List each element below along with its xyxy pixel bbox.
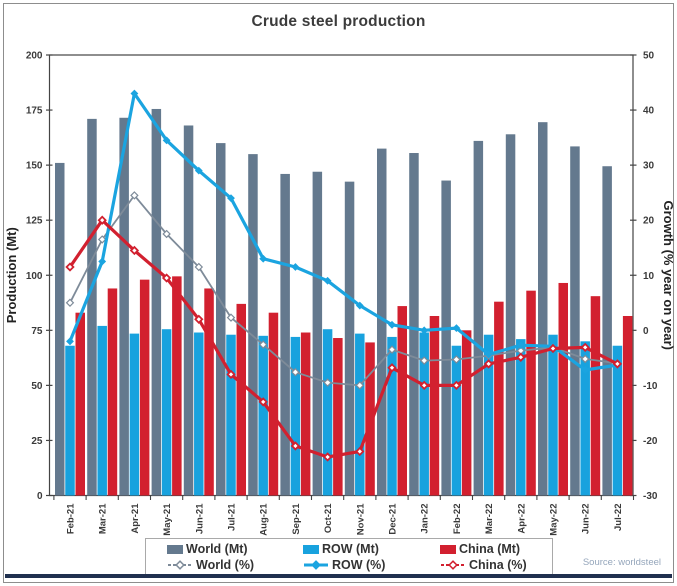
bars-row-mt- bbox=[65, 325, 623, 496]
legend-label: China (Mt) bbox=[459, 542, 521, 556]
svg-text:50: 50 bbox=[643, 51, 655, 62]
svg-text:Jul-21: Jul-21 bbox=[227, 503, 238, 531]
x-axis: Feb-21 Mar-21 Apr-21 May-21 Jun-21 Jul-21 Aug-… bbox=[53, 495, 635, 536]
china-line-marker-icon bbox=[441, 560, 465, 570]
line-row- bbox=[66, 89, 622, 374]
row-line-marker-icon bbox=[304, 560, 328, 570]
line-china- bbox=[65, 215, 623, 462]
svg-text:Jul-22: Jul-22 bbox=[613, 504, 624, 531]
svg-text:Apr-21: Apr-21 bbox=[130, 503, 141, 534]
svg-text:May-21: May-21 bbox=[162, 503, 173, 536]
svg-text:Aug-21: Aug-21 bbox=[259, 503, 270, 536]
legend-label: China (%) bbox=[469, 558, 527, 572]
svg-text:10: 10 bbox=[643, 271, 655, 282]
svg-text:25: 25 bbox=[31, 436, 43, 447]
row-bar-swatch-icon bbox=[303, 544, 319, 554]
legend-item-row-mt: ROW (Mt) bbox=[303, 542, 379, 556]
legend-label: ROW (Mt) bbox=[322, 542, 379, 556]
legend-label: World (%) bbox=[196, 558, 255, 572]
left-axis-title: Production (Mt) bbox=[4, 227, 19, 323]
legend-label: World (Mt) bbox=[186, 542, 248, 556]
svg-text:200: 200 bbox=[26, 51, 43, 62]
svg-text:175: 175 bbox=[26, 106, 43, 117]
legend-item-world-mt: World (Mt) bbox=[167, 542, 248, 556]
bottom-accent-rule bbox=[5, 574, 672, 578]
svg-text:Mar-22: Mar-22 bbox=[484, 503, 495, 534]
legend-item-china-pct: China (%) bbox=[440, 558, 527, 572]
svg-text:-30: -30 bbox=[643, 491, 658, 502]
svg-text:20: 20 bbox=[643, 216, 655, 227]
svg-text:Oct-21: Oct-21 bbox=[323, 503, 334, 533]
svg-text:0: 0 bbox=[643, 326, 649, 337]
svg-text:Mar-21: Mar-21 bbox=[98, 503, 109, 534]
right-axis-title: Growth (% year on year) bbox=[661, 200, 676, 350]
svg-text:Nov-21: Nov-21 bbox=[355, 503, 366, 535]
svg-text:0: 0 bbox=[37, 491, 43, 502]
svg-text:50: 50 bbox=[31, 381, 43, 392]
svg-text:75: 75 bbox=[31, 326, 43, 337]
legend-item-row-pct: ROW (%) bbox=[303, 558, 385, 572]
bars-world-mt- bbox=[55, 108, 612, 496]
svg-text:-20: -20 bbox=[643, 436, 658, 447]
right-axis: -30 -20 -10 0 10 20 30 40 50 bbox=[630, 51, 658, 502]
left-axis: 0 25 50 75 100 125 150 175 200 bbox=[26, 51, 53, 502]
world-bar-swatch-icon bbox=[167, 544, 183, 554]
svg-text:Jun-21: Jun-21 bbox=[194, 503, 205, 534]
legend-item-china-mt: China (Mt) bbox=[440, 542, 520, 556]
chart-title: Crude steel production bbox=[251, 13, 426, 30]
chart-legend: World (Mt) ROW (Mt) China (Mt) World (%)… bbox=[145, 538, 553, 575]
source-note: Source: worldsteel bbox=[582, 557, 661, 568]
svg-text:Dec-21: Dec-21 bbox=[388, 503, 399, 535]
svg-text:Jan-22: Jan-22 bbox=[420, 504, 431, 534]
china-bar-swatch-icon bbox=[440, 544, 456, 554]
svg-text:Apr-22: Apr-22 bbox=[516, 504, 527, 534]
svg-text:150: 150 bbox=[26, 161, 43, 172]
line-world- bbox=[65, 191, 622, 390]
svg-text:Feb-21: Feb-21 bbox=[66, 503, 77, 534]
svg-text:Feb-22: Feb-22 bbox=[452, 504, 463, 535]
legend-item-world-pct: World (%) bbox=[167, 558, 254, 572]
legend-label: ROW (%) bbox=[332, 558, 386, 572]
svg-text:30: 30 bbox=[643, 161, 655, 172]
world-line-marker-icon bbox=[168, 560, 192, 570]
svg-text:125: 125 bbox=[26, 216, 43, 227]
svg-text:May-22: May-22 bbox=[549, 504, 560, 536]
svg-text:Sep-21: Sep-21 bbox=[291, 503, 302, 535]
svg-text:100: 100 bbox=[26, 271, 43, 282]
svg-text:40: 40 bbox=[643, 106, 655, 117]
svg-text:Jun-22: Jun-22 bbox=[581, 504, 592, 535]
bars-china-mt- bbox=[75, 276, 633, 496]
svg-text:-10: -10 bbox=[643, 381, 658, 392]
